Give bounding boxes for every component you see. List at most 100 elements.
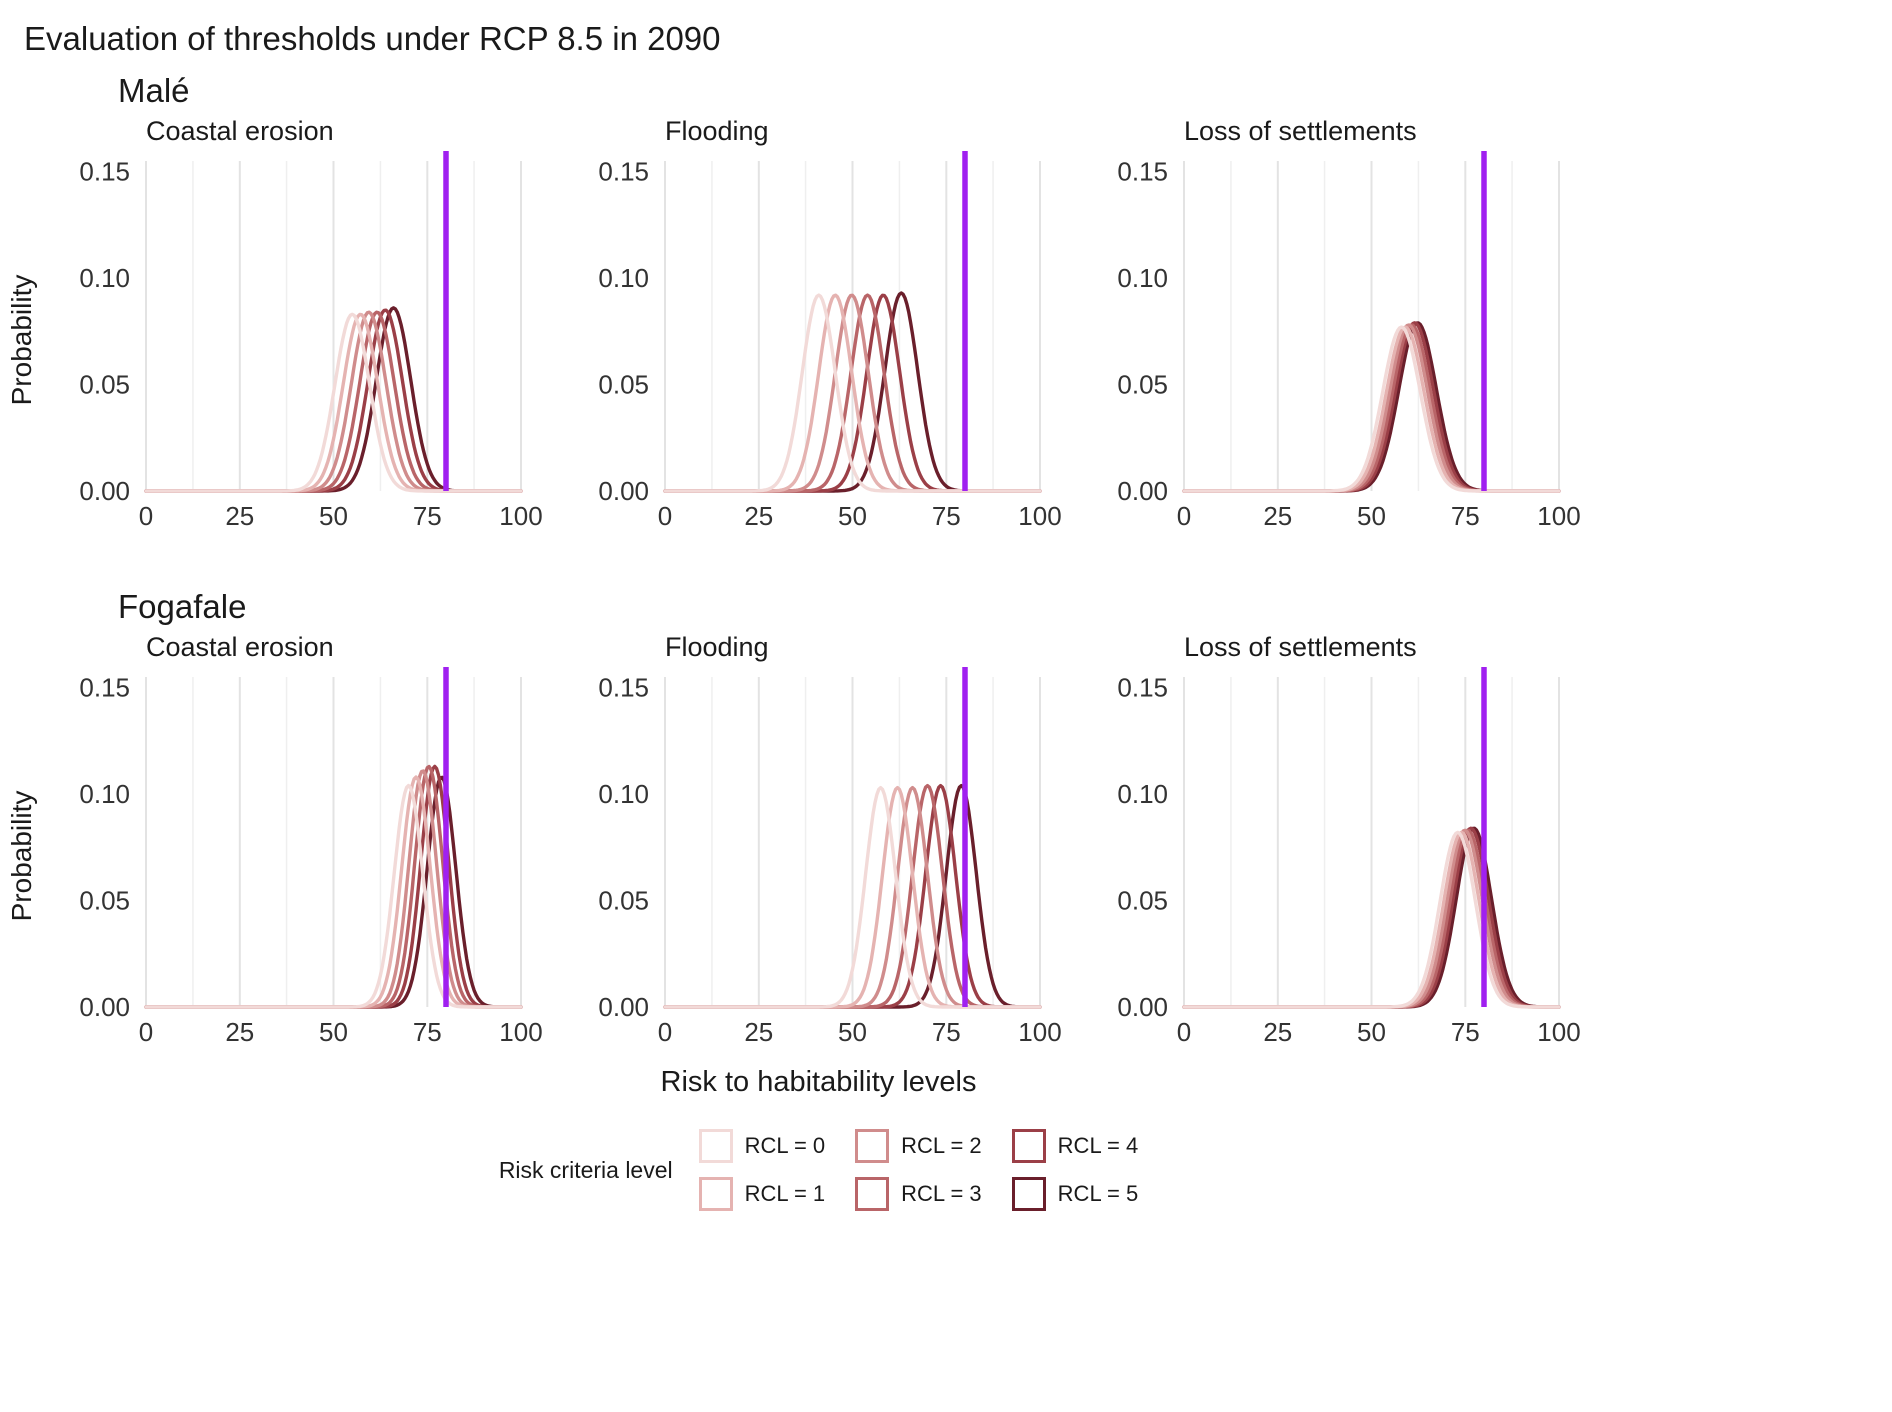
density-curve-rcl-0 — [1182, 325, 1561, 493]
x-tick-label: 100 — [1537, 1017, 1580, 1047]
x-tick-label: 50 — [1357, 501, 1386, 531]
legend-item: RCL = 0 — [698, 1129, 826, 1163]
x-tick-label: 25 — [225, 1017, 254, 1047]
page-title: Evaluation of thresholds under RCP 8.5 i… — [24, 20, 721, 57]
panel-title: Flooding — [665, 116, 769, 146]
legend-items: RCL = 0 RCL = 1 RCL = 2 RCL = 3 RCL = 4 RCL =… — [698, 1129, 1139, 1211]
y-tick-label: 0.05 — [79, 370, 130, 400]
x-tick-label: 75 — [1451, 501, 1480, 531]
panel-title: Loss of settlements — [1184, 632, 1417, 662]
y-axis-label: Probability — [6, 274, 37, 406]
x-tick-label: 100 — [1537, 501, 1580, 531]
facet-panel: Flooding 0.00 0.05 0.10 0.15 0 25 50 75 100 — [565, 116, 1070, 544]
y-tick-label: 0.15 — [1117, 673, 1168, 703]
panel-title: Coastal erosion — [146, 632, 334, 662]
panel-plot: 0.00 0.05 0.10 0.15 0 25 50 75 100 — [1117, 667, 1581, 1047]
panel-title: Loss of settlements — [1184, 116, 1417, 146]
legend-swatch-rcl-4 — [1011, 1129, 1046, 1163]
x-tick-label: 0 — [658, 1017, 672, 1047]
y-tick-label: 0.15 — [79, 157, 130, 187]
x-tick-label: 100 — [499, 1017, 542, 1047]
x-tick-label: 50 — [319, 501, 348, 531]
y-tick-label: 0.05 — [598, 370, 649, 400]
density-curve-rcl-0 — [663, 786, 1042, 1009]
y-tick-label: 0.10 — [1117, 263, 1168, 293]
panel-plot: 0.00 0.05 0.10 0.15 0 25 50 75 100 — [1117, 151, 1581, 531]
density-curve-rcl-0 — [1182, 830, 1561, 1009]
y-tick-label: 0.10 — [598, 263, 649, 293]
x-tick-label: 0 — [139, 1017, 153, 1047]
chart-grid: Probability Malé Coastal erosion 0.00 0.05 0.… — [0, 72, 1892, 1060]
facet-row: Probability Fogafale Coastal erosion 0.00 0.… — [0, 588, 1892, 1060]
facet-panel: Coastal erosion 0.00 0.05 0.10 0.15 0 25 50 75 10… — [46, 116, 551, 544]
legend-swatch-rcl-1 — [698, 1177, 733, 1211]
legend-item-label: RCL = 4 — [1057, 1133, 1139, 1158]
facet-panel: Flooding 0.00 0.05 0.10 0.15 0 25 50 75 100 — [565, 632, 1070, 1060]
x-tick-label: 25 — [225, 501, 254, 531]
legend-item: RCL = 5 — [1011, 1177, 1139, 1211]
y-tick-label: 0.15 — [1117, 157, 1168, 187]
y-tick-label: 0.00 — [1117, 476, 1168, 506]
legend-swatch-rcl-5 — [1011, 1177, 1046, 1211]
x-tick-label: 75 — [413, 501, 442, 531]
x-tick-label: 100 — [499, 501, 542, 531]
legend-item-label: RCL = 5 — [1057, 1181, 1139, 1206]
panel-title: Flooding — [665, 632, 769, 662]
legend-item-label: RCL = 3 — [901, 1181, 982, 1206]
x-tick-label: 25 — [744, 1017, 773, 1047]
legend-item-label: RCL = 0 — [744, 1133, 826, 1158]
x-tick-label: 25 — [1263, 1017, 1292, 1047]
y-tick-label: 0.05 — [79, 886, 130, 916]
facet-panel: Loss of settlements 0.00 0.05 0.10 0.15 0 25 50… — [1084, 632, 1589, 1060]
legend-swatch-rcl-3 — [855, 1177, 890, 1211]
density-curve-rcl-0 — [663, 293, 1042, 493]
legend-swatch-rcl-0 — [698, 1129, 733, 1163]
y-tick-label: 0.15 — [598, 157, 649, 187]
y-tick-label: 0.10 — [598, 779, 649, 809]
y-tick-label: 0.15 — [79, 673, 130, 703]
facet-panel: Coastal erosion 0.00 0.05 0.10 0.15 0 25 50 75 10… — [46, 632, 551, 1060]
legend-item-label: RCL = 2 — [901, 1133, 982, 1158]
y-tick-label: 0.00 — [598, 476, 649, 506]
y-tick-label: 0.00 — [598, 992, 649, 1022]
y-axis-label: Probability — [6, 790, 37, 922]
facet-row-title: Malé — [118, 72, 190, 109]
facet-row: Probability Malé Coastal erosion 0.00 0.05 0.… — [0, 72, 1892, 544]
y-tick-label: 0.10 — [79, 779, 130, 809]
y-tick-label: 0.15 — [598, 673, 649, 703]
y-tick-label: 0.05 — [598, 886, 649, 916]
x-tick-label: 0 — [139, 501, 153, 531]
legend-item: RCL = 2 — [855, 1129, 982, 1163]
y-tick-label: 0.10 — [1117, 779, 1168, 809]
facet-row-title: Fogafale — [118, 588, 247, 625]
legend-item-label: RCL = 1 — [744, 1181, 826, 1206]
legend-item: RCL = 4 — [1011, 1129, 1139, 1163]
facet-panel: Loss of settlements 0.00 0.05 0.10 0.15 0 25 50… — [1084, 116, 1589, 544]
y-tick-label: 0.05 — [1117, 886, 1168, 916]
legend-swatch-rcl-2 — [855, 1129, 890, 1163]
x-tick-label: 50 — [838, 501, 867, 531]
panel-plot: 0.00 0.05 0.10 0.15 0 25 50 75 100 — [598, 667, 1062, 1047]
x-tick-label: 25 — [744, 501, 773, 531]
x-tick-label: 0 — [1177, 501, 1191, 531]
y-tick-label: 0.00 — [1117, 992, 1168, 1022]
panel-plot: 0.00 0.05 0.10 0.15 0 25 50 75 100 — [79, 667, 543, 1047]
x-axis-label: Risk to habitability levels — [660, 1066, 977, 1098]
x-tick-label: 75 — [932, 501, 961, 531]
panel-plot: 0.00 0.05 0.10 0.15 0 25 50 75 100 — [79, 151, 543, 531]
panel-title: Coastal erosion — [146, 116, 334, 146]
panel-strip: Coastal erosion 0.00 0.05 0.10 0.15 0 25 50 75 10… — [46, 632, 1892, 1060]
legend-item: RCL = 1 — [698, 1177, 826, 1211]
legend-title: Risk criteria level — [498, 1156, 673, 1183]
y-tick-label: 0.00 — [79, 992, 130, 1022]
legend: Risk criteria level RCL = 0 RCL = 1 RCL = … — [46, 1129, 1591, 1211]
x-tick-label: 50 — [319, 1017, 348, 1047]
y-tick-label: 0.00 — [79, 476, 130, 506]
y-tick-label: 0.10 — [79, 263, 130, 293]
x-tick-label: 0 — [658, 501, 672, 531]
x-tick-label: 25 — [1263, 501, 1292, 531]
x-tick-label: 0 — [1177, 1017, 1191, 1047]
panel-plot: 0.00 0.05 0.10 0.15 0 25 50 75 100 — [598, 151, 1062, 531]
x-tick-label: 100 — [1018, 501, 1061, 531]
legend-item: RCL = 3 — [855, 1177, 982, 1211]
